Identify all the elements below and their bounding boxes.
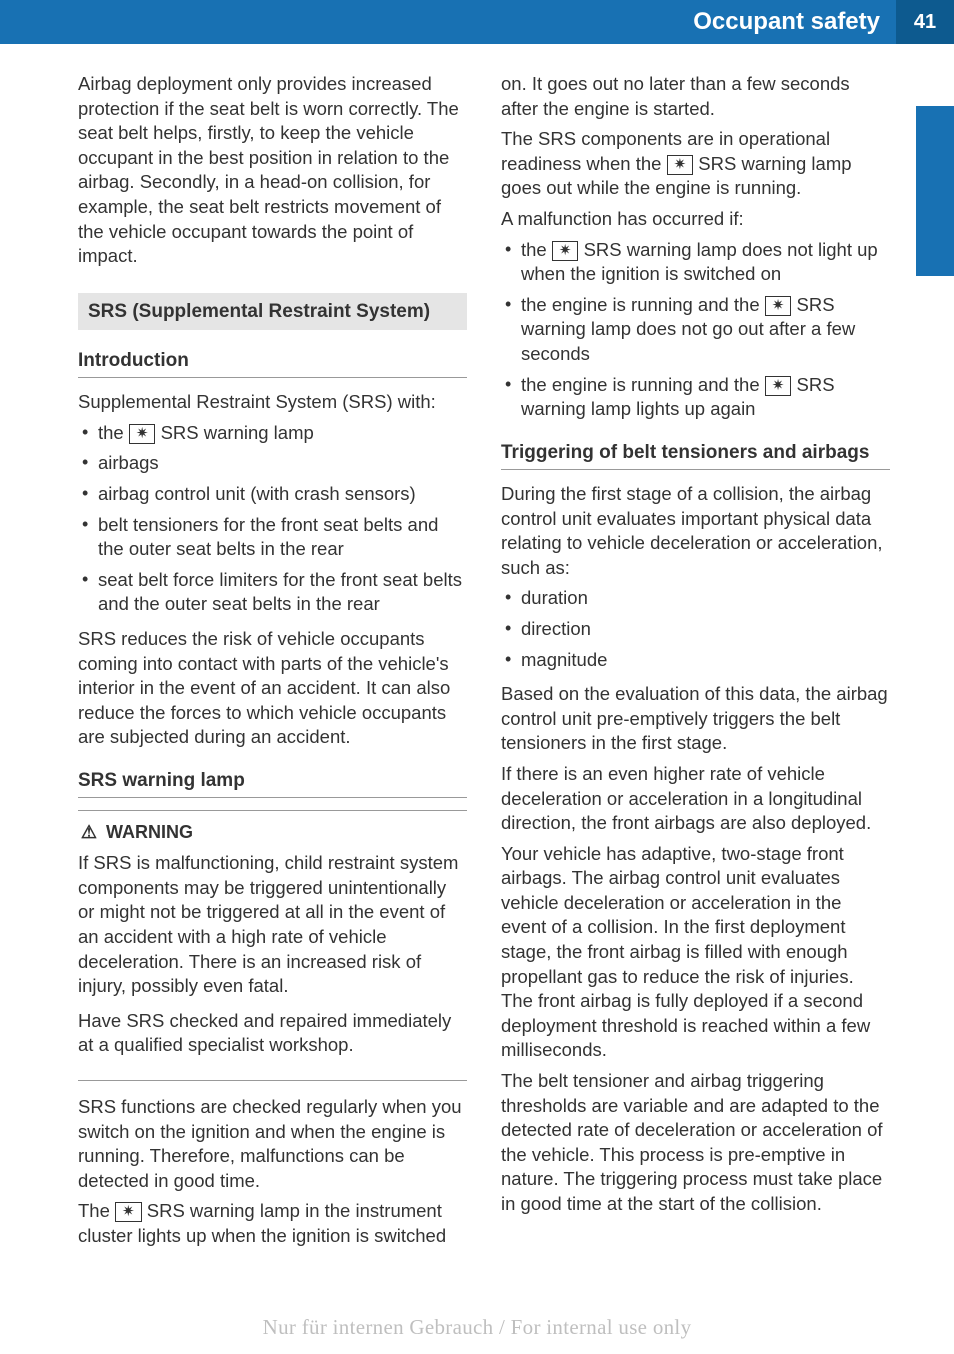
list-item: seat belt force limiters for the front s…: [78, 568, 467, 617]
list-item: the engine is running and the ✷ SRS warn…: [501, 373, 890, 422]
warning-block: ⚠ WARNING If SRS is malfunctioning, child…: [78, 810, 467, 1081]
warning-heading: ⚠ WARNING: [78, 821, 467, 845]
text-fragment: the: [98, 422, 129, 443]
srs-warning-lamp-heading: SRS warning lamp: [78, 768, 467, 798]
triggering-heading: Triggering of belt tensioners and airbag…: [501, 440, 890, 470]
list-item: airbags: [78, 451, 467, 476]
list-item: the ✷ SRS warning lamp: [78, 421, 467, 446]
paragraph: The SRS components are in operational re…: [501, 127, 890, 201]
text-fragment: the: [521, 239, 552, 260]
srs-lamp-icon: ✷: [115, 1202, 142, 1222]
srs-lamp-icon: ✷: [667, 155, 694, 175]
warning-label: WARNING: [106, 822, 193, 842]
content-area: Airbag deployment only provides increase…: [0, 44, 954, 1255]
side-tab-label: Safety: [948, 150, 954, 222]
right-column: on. It goes out no later than a few seco…: [501, 72, 890, 1255]
malfunction-intro: A malfunction has occurred if:: [501, 207, 890, 232]
intro-paragraph: Airbag deployment only provides increase…: [78, 72, 467, 269]
page-number: 41: [896, 0, 954, 44]
paragraph: on. It goes out no later than a few seco…: [501, 72, 890, 121]
srs-lamp-icon: ✷: [552, 241, 579, 261]
srs-intro-line: Supplemental Restraint System (SRS) with…: [78, 390, 467, 415]
text-fragment: SRS warning lamp: [155, 422, 313, 443]
data-list: duration direction magnitude: [501, 586, 890, 672]
paragraph: Your vehicle has adaptive, two-stage fro…: [501, 842, 890, 1063]
text-fragment: the engine is running and the: [521, 374, 765, 395]
paragraph: Based on the evaluation of this data, th…: [501, 682, 890, 756]
text-fragment: the engine is running and the: [521, 294, 765, 315]
footer-watermark: Nur für internen Gebrauch / For internal…: [0, 1315, 954, 1340]
left-column: Airbag deployment only provides increase…: [78, 72, 467, 1255]
srs-section-heading: SRS (Supplemental Restraint System): [78, 293, 467, 330]
srs-check-paragraph: SRS functions are checked regularly when…: [78, 1095, 467, 1193]
srs-lamp-paragraph: The ✷ SRS warning lamp in the instrument…: [78, 1199, 467, 1248]
srs-component-list: the ✷ SRS warning lamp airbags airbag co…: [78, 421, 467, 617]
header-title: Occupant safety: [693, 8, 896, 36]
list-item: the ✷ SRS warning lamp does not light up…: [501, 238, 890, 287]
list-item: direction: [501, 617, 890, 642]
warning-triangle-icon: ⚠: [78, 821, 100, 845]
paragraph: If there is an even higher rate of vehic…: [501, 762, 890, 836]
srs-lamp-icon: ✷: [765, 296, 792, 316]
paragraph: During the first stage of a collision, t…: [501, 482, 890, 580]
warning-text-1: If SRS is malfunctioning, child restrain…: [78, 851, 467, 999]
srs-lamp-icon: ✷: [129, 424, 156, 444]
text-fragment: The: [78, 1200, 115, 1221]
introduction-heading: Introduction: [78, 348, 467, 378]
srs-description: SRS reduces the risk of vehicle occupant…: [78, 627, 467, 750]
paragraph: The belt tensioner and airbag triggering…: [501, 1069, 890, 1217]
warning-text-2: Have SRS checked and repaired immediatel…: [78, 1009, 467, 1058]
list-item: duration: [501, 586, 890, 611]
list-item: belt tensioners for the front seat belts…: [78, 513, 467, 562]
page-header: Occupant safety 41: [0, 0, 954, 44]
list-item: airbag control unit (with crash sensors): [78, 482, 467, 507]
srs-lamp-icon: ✷: [765, 376, 792, 396]
malfunction-list: the ✷ SRS warning lamp does not light up…: [501, 238, 890, 422]
list-item: the engine is running and the ✷ SRS warn…: [501, 293, 890, 367]
list-item: magnitude: [501, 648, 890, 673]
